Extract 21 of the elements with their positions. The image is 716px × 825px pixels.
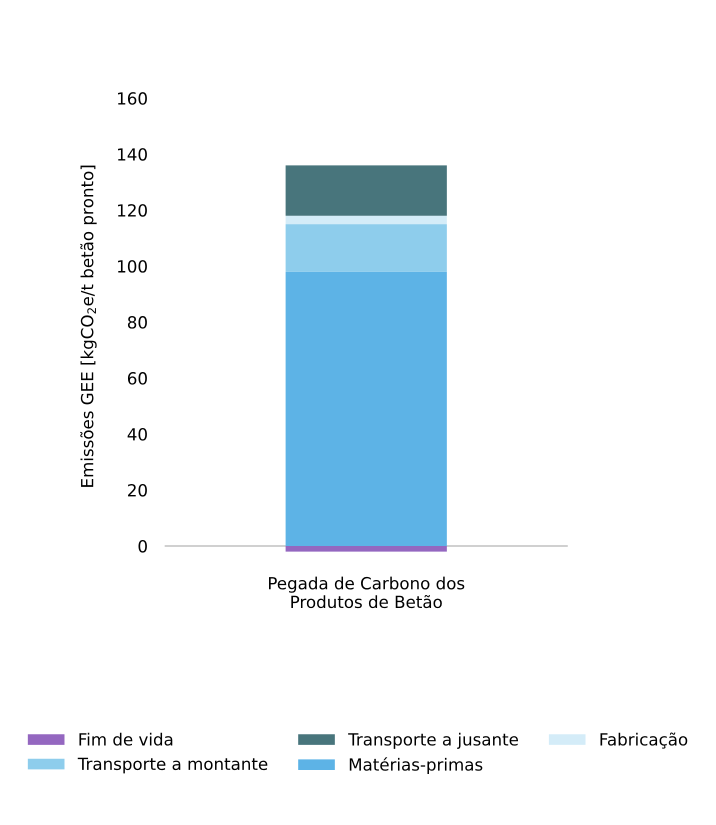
- bar: [286, 216, 447, 224]
- legend-label: Matérias-primas: [350, 757, 482, 774]
- bar: [286, 165, 447, 216]
- bar: [286, 272, 447, 546]
- bar: [286, 224, 447, 272]
- legend-label: Fabricação: [600, 732, 688, 749]
- y-tick-label: 0: [138, 540, 147, 553]
- y-axis-title: Emissões GEE [kgCO$_{2}$e/t betão pronto]: [80, 166, 97, 487]
- y-tick-label: 60: [128, 372, 147, 385]
- legend-label: Transporte a montante: [78, 758, 268, 774]
- legend-label: Fim de vida: [79, 732, 172, 746]
- y-tick-label: 40: [128, 428, 147, 441]
- y-tick-label: 80: [128, 316, 147, 329]
- y-tick-label: 20: [128, 484, 147, 497]
- y-tick-label: 160: [118, 92, 147, 105]
- legend-label: Transporte a jusante: [348, 732, 518, 749]
- y-tick-label: 120: [118, 204, 147, 217]
- bar: [286, 546, 447, 552]
- y-tick-label: 140: [118, 148, 147, 161]
- x-tick-label: Pegada de Carbono dos Produtos de Betão: [269, 576, 464, 608]
- y-tick-label: 100: [118, 260, 147, 273]
